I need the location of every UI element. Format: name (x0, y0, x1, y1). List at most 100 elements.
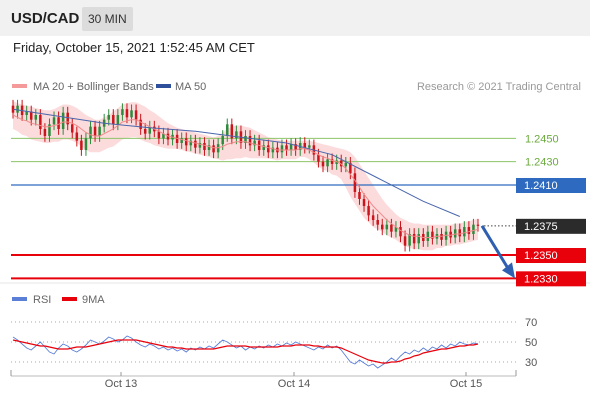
candle-body (93, 126, 97, 136)
rsi-tick-label: 50 (525, 337, 537, 349)
symbol-title[interactable]: USD/CAD (11, 10, 80, 27)
candle-body (43, 129, 47, 136)
candle-body (180, 138, 183, 143)
candle-body (335, 160, 338, 164)
candle-body (330, 159, 334, 164)
candle-body (294, 144, 297, 150)
candle-body (267, 145, 270, 153)
candle-body (198, 143, 202, 148)
chart-datetime: Friday, October 15, 2021 1:52:45 AM CET (13, 40, 255, 55)
candle-body (358, 192, 361, 199)
ma20-legend-swatch (12, 84, 27, 88)
candle-body (25, 111, 28, 115)
ma9-legend-swatch (62, 297, 77, 301)
candle-body (244, 136, 247, 143)
candle-body (344, 162, 348, 167)
candle-body (66, 112, 69, 125)
candle-body (107, 115, 110, 120)
support-label: 1.2350 (524, 250, 558, 262)
candle-body (75, 132, 79, 141)
rsi-tick-label: 30 (525, 357, 537, 369)
candle-body (162, 133, 165, 139)
candle-body (349, 162, 352, 174)
last-price-tag (516, 218, 586, 234)
ma20-legend-label: MA 20 + Bollinger Bands (33, 81, 154, 93)
candle-body (166, 133, 170, 140)
candle-body (431, 231, 434, 239)
ma50-legend-swatch (156, 84, 171, 88)
candle-body (175, 134, 179, 143)
candle-body (353, 173, 357, 192)
timeframe-button[interactable]: 30 MIN (82, 7, 133, 31)
candle-body (440, 234, 443, 240)
price-labels: 1.2450 1.2430 1.2410 1.2375 1.2350 1.2330 (516, 133, 586, 287)
candle-body (253, 140, 256, 146)
forecast-shaft (480, 225, 510, 270)
chart-credit: Research © 2021 Trading Central (417, 81, 581, 93)
candle-body (408, 234, 411, 246)
candle-body (317, 154, 320, 162)
ma9-legend-label: 9MA (82, 294, 105, 306)
chart-header: USD/CAD 30 MIN (0, 0, 590, 36)
candle-body (280, 145, 284, 153)
candle-body (289, 144, 293, 150)
candle-body (125, 109, 129, 118)
x-tick-label: Oct 15 (450, 378, 482, 390)
candle-body (189, 140, 193, 146)
candle-body (139, 119, 142, 129)
candle-body (467, 227, 471, 234)
support-label: 1.2330 (524, 273, 558, 285)
candle-body (11, 105, 15, 113)
x-axis-labels: Oct 13 Oct 14 Oct 15 (10, 370, 517, 390)
candle-body (148, 126, 152, 134)
candle-body (381, 224, 384, 230)
candle-body (367, 206, 370, 216)
candle-body (112, 115, 115, 125)
candle-body (321, 161, 325, 167)
candle-body (426, 231, 430, 241)
x-tick-label: Oct 14 (278, 378, 310, 390)
resistance-label: 1.2430 (525, 157, 559, 169)
candle-body (157, 131, 161, 139)
candle-body (207, 145, 211, 150)
resistance-label: 1.2450 (525, 133, 559, 145)
x-tick-label: Oct 13 (105, 378, 137, 390)
candle-body (116, 115, 120, 125)
candle-body (52, 117, 56, 125)
candle-body (376, 220, 379, 225)
candle-body (230, 124, 234, 139)
candle-body (339, 160, 343, 167)
candle-body (453, 229, 457, 238)
candle-body (212, 145, 215, 153)
candle-body (134, 110, 138, 120)
candle-body (235, 131, 238, 139)
candle-body (16, 105, 19, 113)
candle-body (303, 143, 307, 148)
candle-body (221, 136, 224, 145)
candle-body (399, 227, 402, 237)
candle-body (417, 234, 420, 244)
ma50-line (12, 108, 460, 217)
candle-body (98, 126, 101, 136)
rsi-legend-swatch (12, 297, 27, 301)
candle-body (262, 145, 265, 150)
candle-body (194, 140, 197, 148)
support-tag (516, 271, 586, 287)
candle-body (394, 227, 398, 232)
candle-body (362, 199, 366, 206)
candle-body (444, 231, 448, 240)
candle-body (449, 231, 452, 238)
candle-body (203, 143, 206, 150)
candle-body (29, 111, 33, 120)
ma50-legend-label: MA 50 (175, 81, 206, 93)
forecast-arrowhead (502, 262, 515, 279)
candle-body (308, 145, 311, 148)
pivot-tag (516, 178, 586, 193)
candle-body (89, 126, 92, 139)
rsi-legend-label: RSI (33, 294, 51, 306)
bollinger-band (13, 101, 478, 251)
candle-body (48, 124, 51, 136)
candle-body (390, 224, 393, 232)
candle-body (248, 136, 252, 146)
